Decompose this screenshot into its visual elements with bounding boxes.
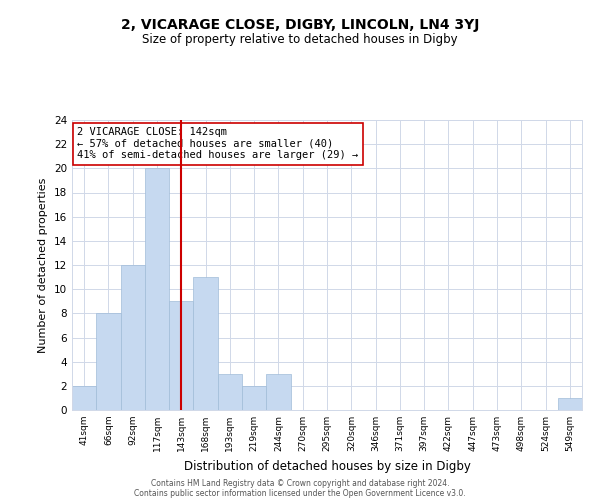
Bar: [218, 374, 242, 410]
X-axis label: Distribution of detached houses by size in Digby: Distribution of detached houses by size …: [184, 460, 470, 472]
Bar: [121, 265, 145, 410]
Bar: [242, 386, 266, 410]
Bar: [72, 386, 96, 410]
Bar: [96, 314, 121, 410]
Text: Size of property relative to detached houses in Digby: Size of property relative to detached ho…: [142, 32, 458, 46]
Y-axis label: Number of detached properties: Number of detached properties: [38, 178, 49, 352]
Bar: [193, 277, 218, 410]
Bar: [558, 398, 582, 410]
Bar: [169, 301, 193, 410]
Text: Contains public sector information licensed under the Open Government Licence v3: Contains public sector information licen…: [134, 488, 466, 498]
Bar: [145, 168, 169, 410]
Text: Contains HM Land Registry data © Crown copyright and database right 2024.: Contains HM Land Registry data © Crown c…: [151, 478, 449, 488]
Text: 2 VICARAGE CLOSE: 142sqm
← 57% of detached houses are smaller (40)
41% of semi-d: 2 VICARAGE CLOSE: 142sqm ← 57% of detach…: [77, 127, 358, 160]
Bar: [266, 374, 290, 410]
Text: 2, VICARAGE CLOSE, DIGBY, LINCOLN, LN4 3YJ: 2, VICARAGE CLOSE, DIGBY, LINCOLN, LN4 3…: [121, 18, 479, 32]
